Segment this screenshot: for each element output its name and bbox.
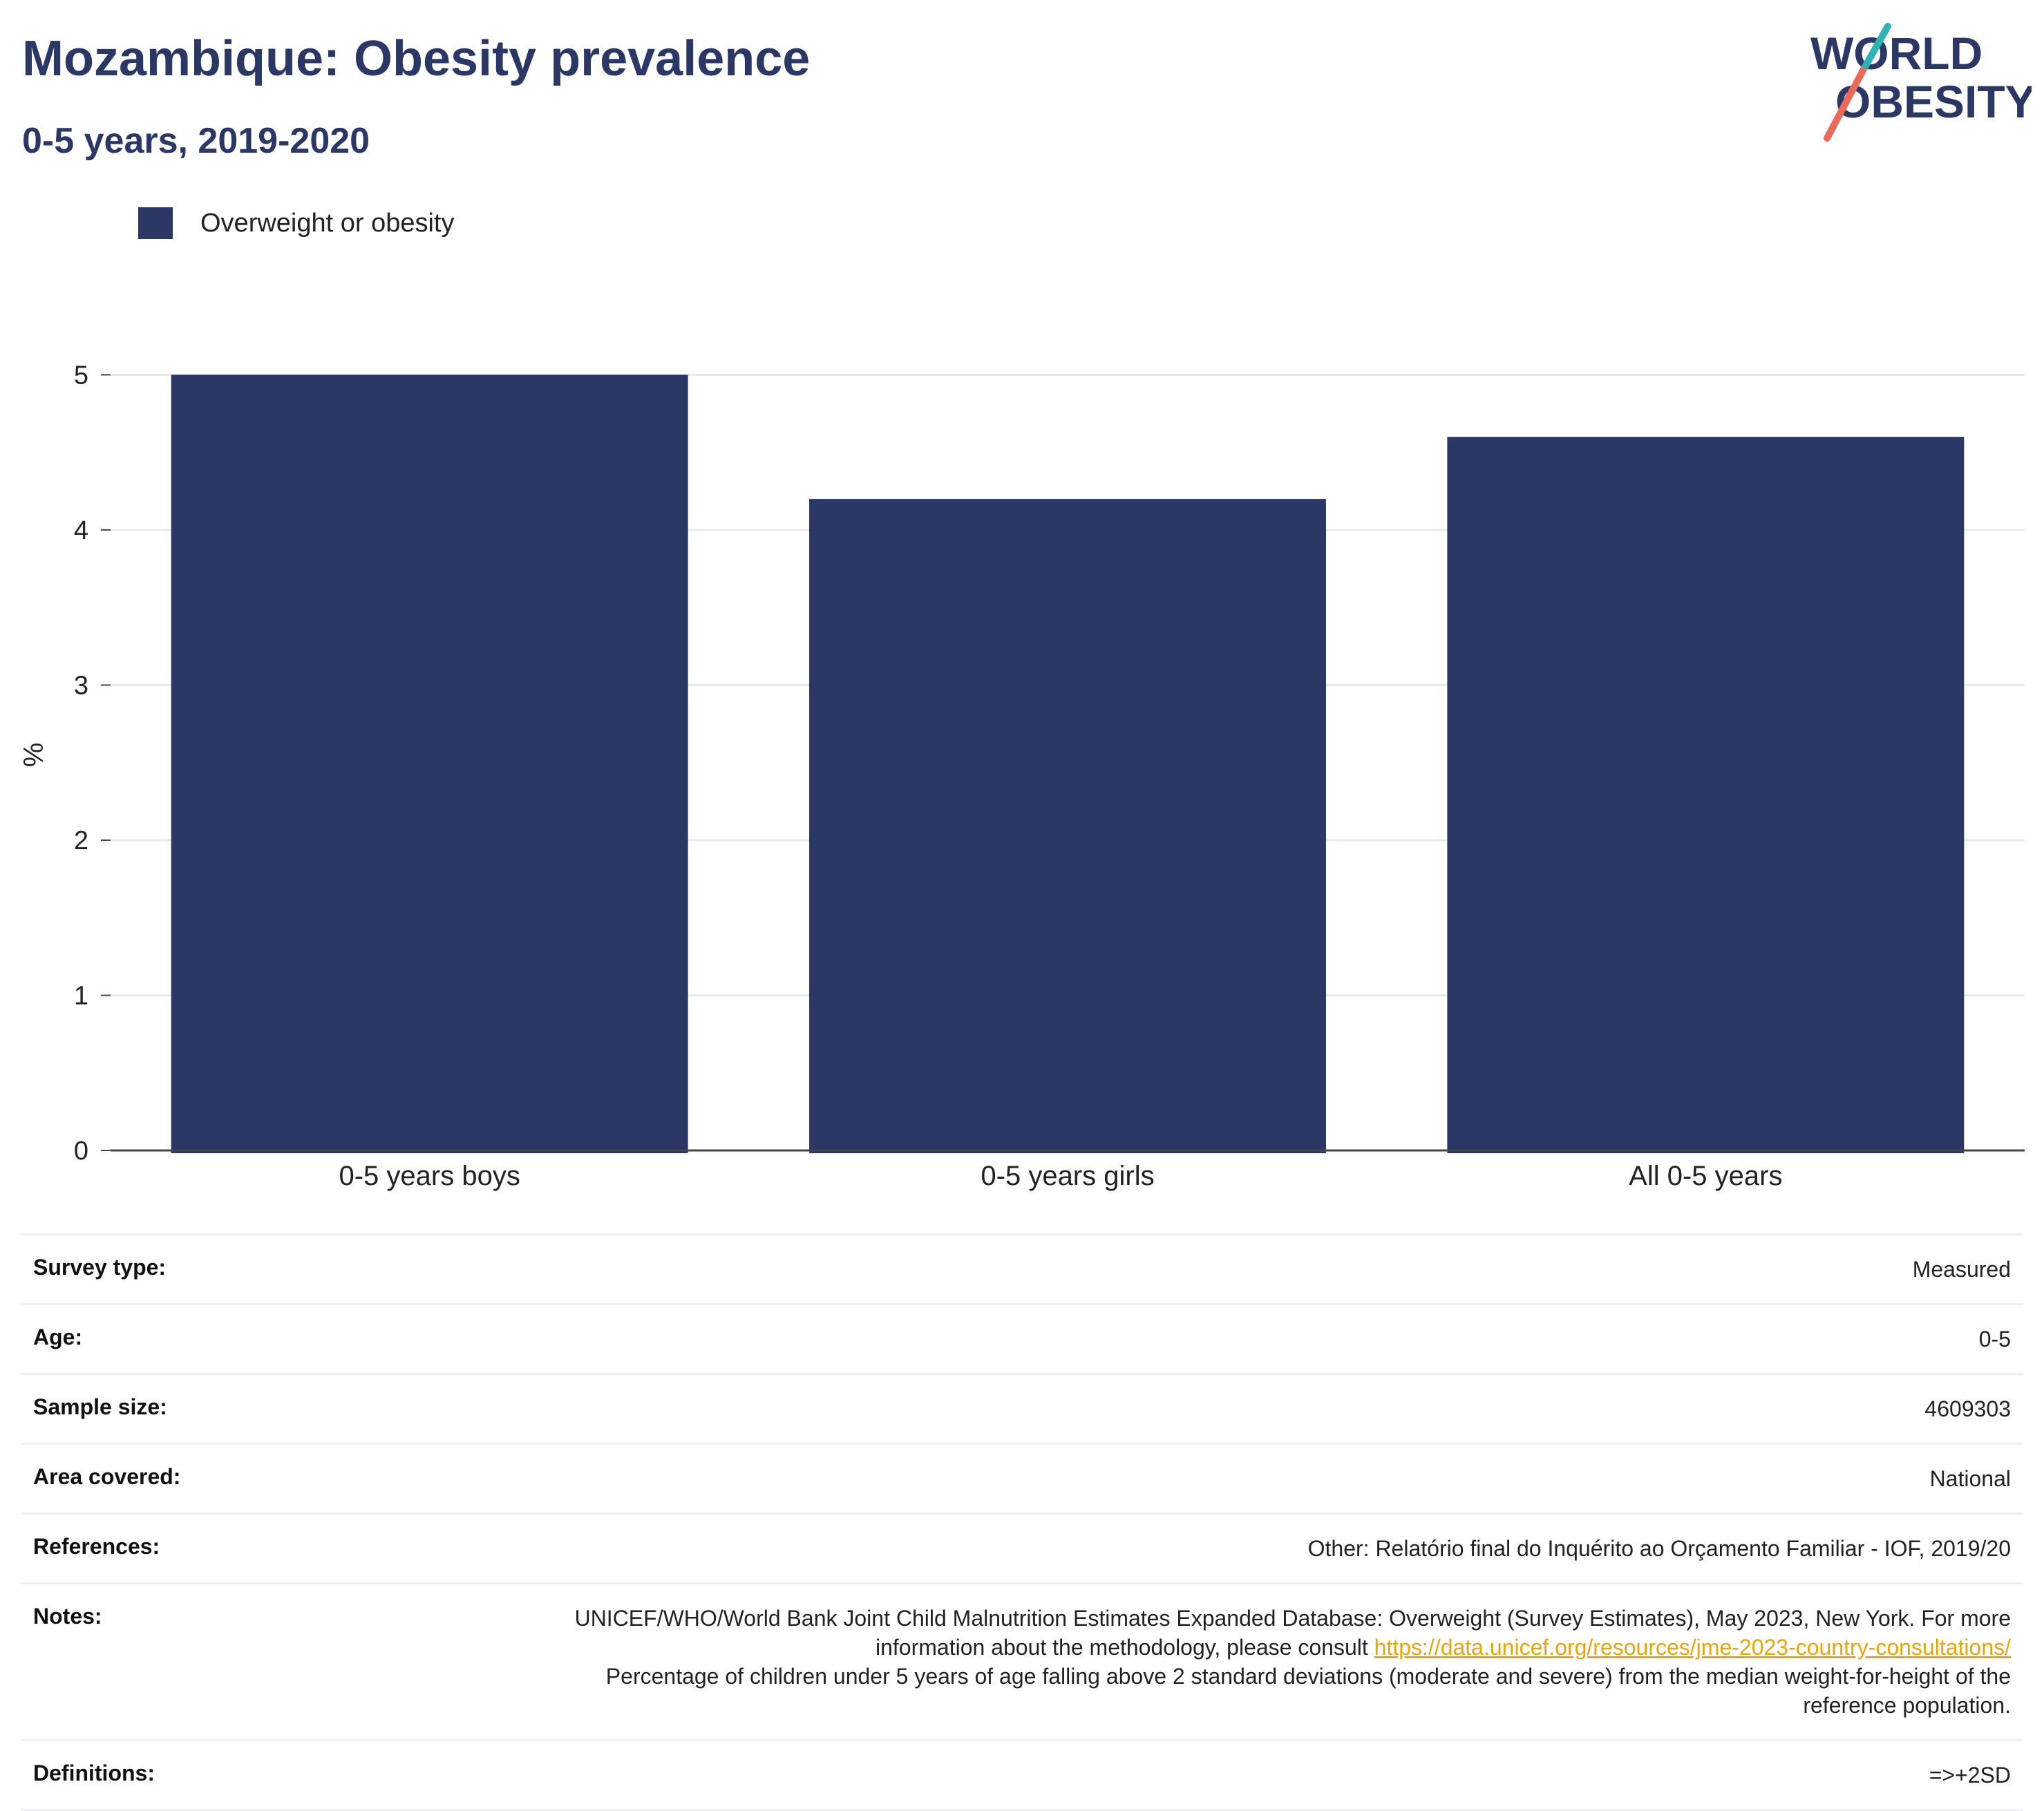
chart-subtitle: 0-5 years, 2019-2020 xyxy=(22,121,370,161)
legend-label: Overweight or obesity xyxy=(200,208,455,238)
bar xyxy=(809,499,1326,1153)
x-tick-label: 0-5 years girls xyxy=(981,1161,1154,1191)
info-table: Survey type: Measured Age: 0-5 Sample si… xyxy=(21,1233,2023,1811)
info-row-sample-size: Sample size: 4609303 xyxy=(21,1373,2023,1443)
info-row-references: References: Other: Relatório final do In… xyxy=(21,1513,2023,1582)
y-tick-label: 0 xyxy=(74,1137,88,1166)
y-tick-label: 1 xyxy=(74,981,88,1010)
methodology-link[interactable]: https://data.unicef.org/resources/jme-20… xyxy=(1374,1635,2011,1660)
x-tick-label: All 0-5 years xyxy=(1629,1161,1782,1191)
y-tick-label: 3 xyxy=(74,671,88,700)
logo-line1: WORLD xyxy=(1810,28,1983,79)
bar xyxy=(171,374,688,1154)
x-tick-label: 0-5 years boys xyxy=(339,1161,520,1191)
world-obesity-logo: WORLD OBESITY xyxy=(1810,23,2032,142)
info-row-survey-type: Survey type: Measured xyxy=(21,1233,2023,1303)
legend-swatch xyxy=(138,207,173,239)
info-row-notes: Notes: UNICEF/WHO/World Bank Joint Child… xyxy=(21,1582,2023,1739)
info-row-age: Age: 0-5 xyxy=(21,1303,2023,1373)
y-tick-label: 5 xyxy=(74,361,88,390)
logo-line2: OBESITY xyxy=(1835,76,2032,127)
bar-chart: 0 1 2 3 4 5% 0-5 years boys 0-5 years girls All … xyxy=(19,361,2025,1191)
info-row-definitions: Definitions: =>+2SD xyxy=(21,1739,2023,1811)
y-tick-label: 4 xyxy=(74,516,88,545)
y-tick-label: 2 xyxy=(74,826,88,855)
legend: Overweight or obesity xyxy=(138,207,455,239)
y-axis-label: % xyxy=(19,743,49,768)
notes-value: UNICEF/WHO/World Bank Joint Child Malnut… xyxy=(574,1606,2011,1718)
chart-title: Mozambique: Obesity prevalence xyxy=(22,31,811,86)
info-row-area: Area covered: National xyxy=(21,1443,2023,1513)
bar xyxy=(1447,437,1965,1153)
